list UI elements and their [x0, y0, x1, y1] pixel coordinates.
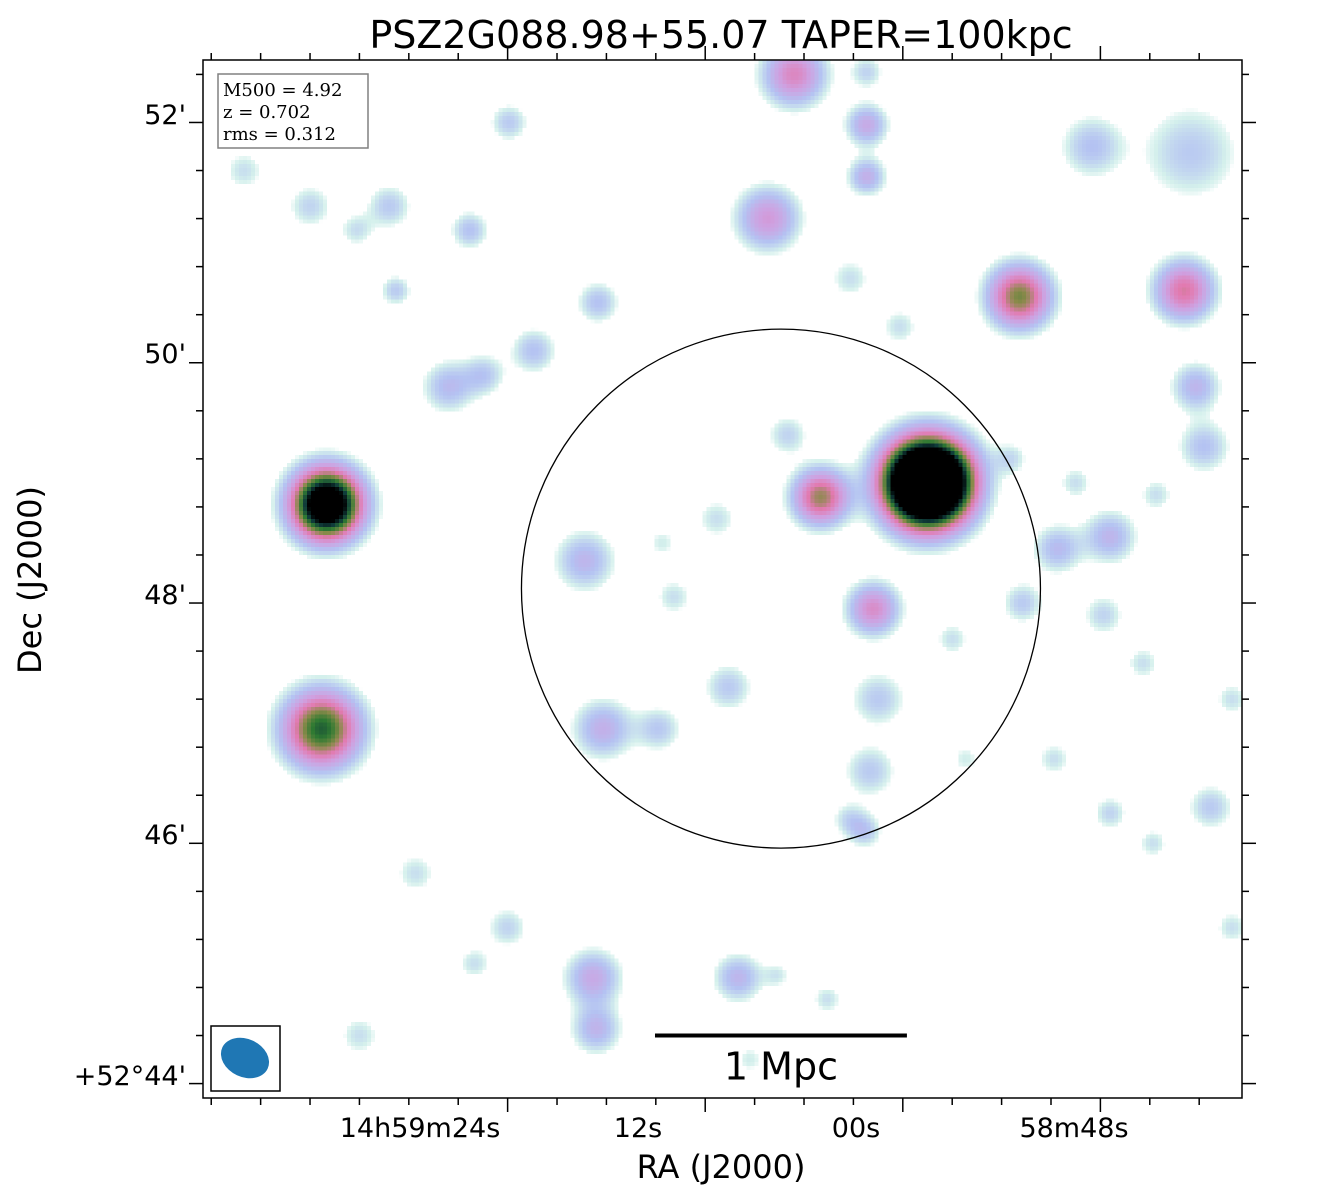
scale-bar-label: 1 Mpc [724, 1045, 838, 1089]
y-tick-label-1: 46' [144, 820, 186, 851]
info-box-frame [217, 73, 369, 149]
info-m500: M500 = 4.92 [223, 80, 342, 101]
x-tick-label-0: 14h59m24s [340, 1113, 501, 1144]
y-axis: +52°44' 46' 48' 50' 52' Dec (J2000) [11, 100, 186, 1092]
info-rms: rms = 0.312 [223, 124, 336, 145]
y-axis-label: Dec (J2000) [11, 486, 49, 674]
x-axis-label: RA (J2000) [637, 1148, 806, 1186]
beam-box [210, 1025, 281, 1092]
y-tick-label-4: 52' [144, 100, 186, 131]
y-tick-label-0: +52°44' [74, 1061, 186, 1092]
y-tick-label-3: 50' [144, 339, 186, 370]
x-axis: 14h59m24s 12s 00s 58m48s RA (J2000) [340, 1113, 1129, 1186]
axis-ticks [189, 46, 1256, 1112]
r500-circle [520, 328, 1042, 849]
info-redshift: z = 0.702 [223, 102, 311, 123]
x-tick-label-2: 00s [832, 1113, 880, 1144]
x-tick-label-3: 58m48s [1019, 1113, 1128, 1144]
info-box: M500 = 4.92 z = 0.702 rms = 0.312 [217, 73, 369, 149]
chart-title: PSZ2G088.98+55.07 TAPER=100kpc [369, 13, 1072, 57]
radio-heatmap [203, 60, 1242, 1098]
beam-ellipse [220, 1037, 270, 1079]
y-tick-label-2: 48' [144, 580, 186, 611]
plot-area: 1 Mpc M500 = 4.92 z = 0.702 rms = 0.312 [202, 59, 1243, 1099]
plot-frame [202, 59, 1243, 1099]
x-tick-label-1: 12s [614, 1113, 662, 1144]
